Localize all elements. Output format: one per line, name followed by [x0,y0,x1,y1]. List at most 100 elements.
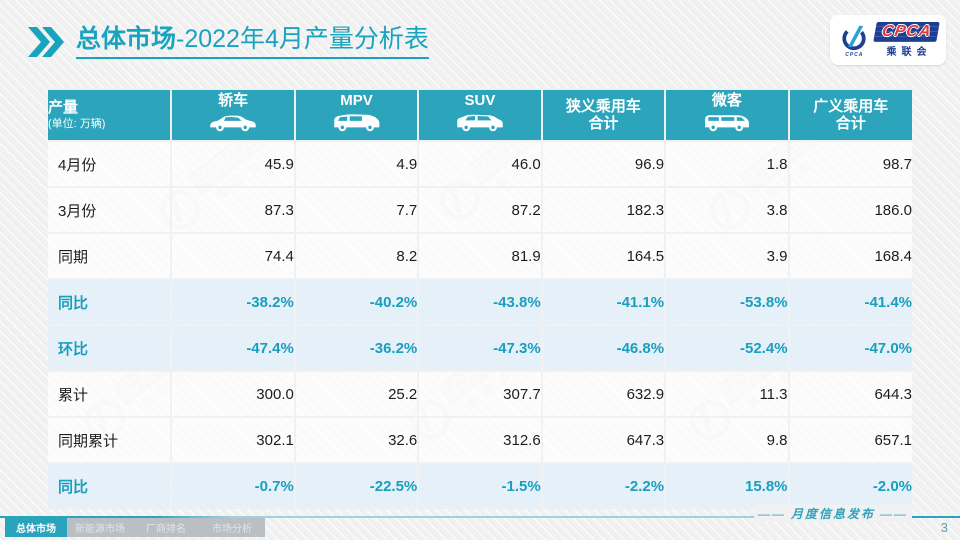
table-cell: -41.1% [540,278,666,325]
table-cell: -22.5% [293,462,419,509]
table-cell: 312.6 [417,416,542,463]
table-cell: 45.9 [170,140,295,187]
header: 总体市场-2022年4月产量分析表 [28,24,429,59]
table-cell: 168.4 [787,232,912,279]
table-row: 4月份 45.9 4.9 46.0 96.9 1.8 98.7 [48,140,912,187]
table-cell: 98.7 [787,140,912,187]
row-label: 同期累计 [48,416,172,463]
table-cell: 46.0 [417,140,542,187]
row-label: 4月份 [48,140,172,187]
title-highlight: 总体市场 [76,25,177,53]
table-cell: 632.9 [540,370,666,417]
table-cell: 186.0 [787,186,912,233]
table-row: 同比 -0.7% -22.5% -1.5% -2.2% 15.8% -2.0% [48,462,912,509]
table-cell: 32.6 [293,416,419,463]
column-label: 轿车 [218,92,249,110]
tab-新能源市场[interactable]: 新能源市场 [67,518,133,537]
table-cell: -2.0% [787,462,912,509]
table-row: 同期 74.4 8.2 81.9 164.5 3.9 168.4 [48,232,912,279]
column-header: 微客 [664,88,789,141]
table-cell: 3.8 [664,186,789,233]
section-tabs: 总体市场 新能源市场 厂商排名 市场分析 [5,518,265,537]
table-cell: 25.2 [293,370,419,417]
table-cell: 87.2 [417,186,542,233]
emblem-caption: CPCA [845,52,864,58]
column-header: 轿车 [170,88,295,141]
column-label: MPV [340,92,373,110]
table-cell: -36.2% [293,324,419,371]
table-cell: -46.8% [540,324,666,371]
logo-acronym: CPCA [873,22,941,42]
table-cell: -41.4% [787,278,912,325]
cpca-logo: CPCA CPCA 乘联会 [830,15,946,65]
page-title: 总体市场-2022年4月产量分析表 [76,24,429,59]
table-cell: 644.3 [787,370,912,417]
table-cell: -1.5% [417,462,542,509]
table-header-row: 产量 (单位: 万辆) 轿车 MPV SUV 狭义乘用车 合计 微客 广义乘用车 合计 [48,88,912,141]
table-cell: -43.8% [417,278,542,325]
table-cell: -47.0% [787,324,912,371]
page-number: 3 [940,520,948,535]
row-label: 累计 [48,370,172,417]
footer-divider [0,516,960,518]
sedan-icon [172,111,293,138]
column-header: SUV [417,88,542,141]
table-cell: 182.3 [540,186,666,233]
table-cell: 81.9 [417,232,542,279]
table-cell: -47.4% [170,324,295,371]
table-cell: 1.8 [664,140,789,187]
table-row: 同比 -38.2% -40.2% -43.8% -41.1% -53.8% -41.4% [48,278,912,325]
table-cell: 657.1 [787,416,912,463]
table-cell: -52.4% [664,324,789,371]
column-header: MPV [293,88,419,141]
table-cell: 307.7 [417,370,542,417]
table-cell: 647.3 [540,416,666,463]
row-label: 同期 [48,232,172,279]
table-cell: 74.4 [170,232,295,279]
tab-总体市场[interactable]: 总体市场 [5,518,67,537]
table-cell: -40.2% [293,278,419,325]
table-cell: 8.2 [293,232,419,279]
table-cell: 96.9 [540,140,666,187]
table-cell: -53.8% [664,278,789,325]
row-label: 同比 [48,462,172,509]
tab-市场分析[interactable]: 市场分析 [199,518,265,537]
tab-厂商排名[interactable]: 厂商排名 [133,518,199,537]
table-row: 累计 300.0 25.2 307.7 632.9 11.3 644.3 [48,370,912,417]
table-row: 3月份 87.3 7.7 87.2 182.3 3.8 186.0 [48,186,912,233]
cpca-emblem-icon: CPCA [837,22,871,58]
table-cell: 15.8% [664,462,789,509]
table-cell: 4.9 [293,140,419,187]
table-cell: 87.3 [170,186,295,233]
table-row: 环比 -47.4% -36.2% -47.3% -46.8% -52.4% -47.0% [48,324,912,371]
mpv-icon [296,111,417,138]
column-label: 狭义乘用车 合计 [565,97,641,132]
table-cell: 302.1 [170,416,295,463]
double-chevron-icon [28,27,64,57]
column-header: 广义乘用车 合计 [787,88,912,141]
publication-label: —— 月度信息发布 —— [753,505,912,522]
table-cell: 164.5 [540,232,666,279]
suv-icon [419,111,540,138]
table-measure-label: 产量 [48,99,79,117]
table-cell: -47.3% [417,324,542,371]
microvan-icon [666,111,787,138]
row-label: 同比 [48,278,172,325]
table-cell: -0.7% [170,462,295,509]
table-cell: -38.2% [170,278,295,325]
table-corner-cell: 产量 (单位: 万辆) [48,88,172,141]
row-label: 环比 [48,324,172,371]
row-label: 3月份 [48,186,172,233]
table-cell: 9.8 [664,416,789,463]
table-unit-label: (单位: 万辆) [48,118,106,131]
table-cell: 300.0 [170,370,295,417]
logo-chinese: 乘联会 [886,47,932,58]
production-table: 产量 (单位: 万辆) 轿车 MPV SUV 狭义乘用车 合计 微客 广义乘用车 合计 4… [48,88,912,509]
title-rest: -2022年4月产量分析表 [176,25,429,53]
table-cell: 3.9 [664,232,789,279]
column-label: 广义乘用车 合计 [813,97,889,132]
table-cell: 11.3 [664,370,789,417]
table-cell: 7.7 [293,186,419,233]
table-row: 同期累计 302.1 32.6 312.6 647.3 9.8 657.1 [48,416,912,463]
